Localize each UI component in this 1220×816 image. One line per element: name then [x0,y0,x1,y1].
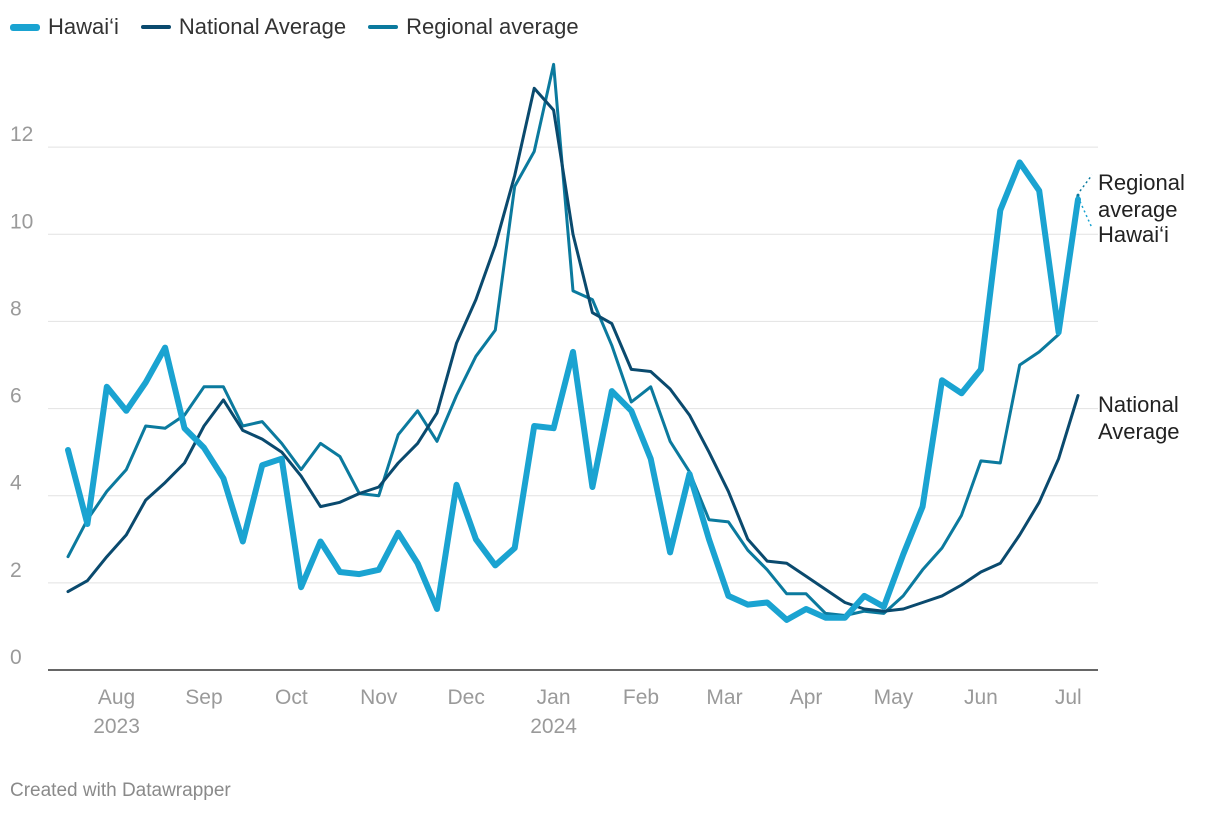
axis-layer: 0 2 4 6 8 10 12 Aug 2023 Sep Oct Nov Dec Jan 2024 Feb Ma… [10,123,1098,738]
x-tick-label-dec: Dec [447,686,484,709]
footer-credit: Created with Datawrapper [10,780,231,801]
x-tick-label-jan: Jan [537,686,571,709]
end-label-regional-average-line-1: Regional [1098,170,1185,195]
x-tick-label-jul: Jul [1055,686,1082,709]
legend-label-national-average: National Average [178,14,347,39]
line-chart: 0 2 4 6 8 10 12 Aug 2023 Sep Oct Nov Dec Jan 2024 Feb Ma… [10,62,1185,738]
end-label-national-average-line-2: Average [1098,419,1180,444]
y-tick-label-10: 10 [10,210,33,233]
y-tick-label-0: 0 [10,646,22,669]
end-label-national-average: National Average [1098,392,1180,444]
end-label-regional-average: Regional average [1098,170,1185,222]
y-tick-label-12: 12 [10,123,33,146]
y-tick-label-4: 4 [10,472,22,495]
legend-swatch-hawaii [10,23,40,31]
connector-hawaii [1079,201,1093,229]
x-tick-label-feb: Feb [623,686,659,709]
x-year-label-2023: 2023 [93,715,140,738]
x-year-label-2024: 2024 [530,715,577,738]
x-tick-label-jun: Jun [964,686,998,709]
legend-swatch-national-average [140,25,171,29]
x-tick-label-aug: Aug [98,686,135,709]
series-line-national-average [66,86,1080,613]
legend-label-hawaii: Hawai‘i [48,14,119,39]
x-tick-label-oct: Oct [275,686,308,709]
legend-swatch-regional-average [368,25,399,29]
legend: Hawai‘i National Average Regional averag… [10,14,579,40]
x-tick-label-mar: Mar [706,686,742,709]
end-label-hawaii: Hawai‘i [1098,222,1169,247]
y-tick-label-2: 2 [10,559,22,582]
end-label-regional-average-line-2: average [1098,197,1178,222]
x-tick-label-sep: Sep [185,686,222,709]
y-tick-label-8: 8 [10,297,22,320]
legend-item-hawaii: Hawai‘i [10,14,119,40]
legend-item-regional-average: Regional average [368,14,579,40]
series-line-hawai-i [65,159,1081,623]
connector-regional-average [1079,174,1093,192]
end-label-national-average-line-1: National [1098,392,1179,417]
legend-item-national-average: National Average [140,14,347,40]
series-layer [65,62,1081,623]
x-tick-label-apr: Apr [790,686,823,709]
y-tick-label-6: 6 [10,385,22,408]
x-tick-label-nov: Nov [360,686,398,709]
legend-label-regional-average: Regional average [406,14,579,39]
series-line-regional-average [66,62,1080,617]
x-tick-label-may: May [874,686,914,709]
